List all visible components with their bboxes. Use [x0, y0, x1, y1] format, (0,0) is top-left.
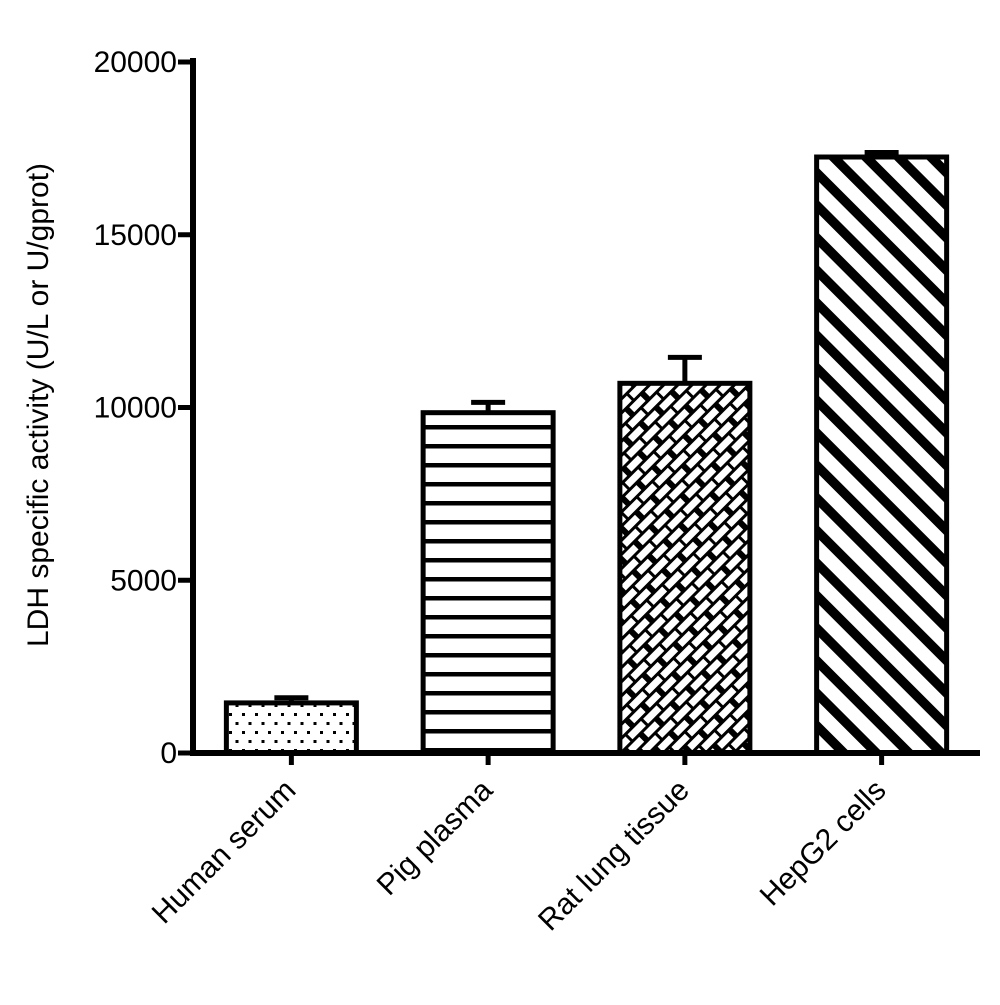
x-category-label-human-serum: Human serum: [146, 774, 303, 931]
bar-pig-plasma: [420, 410, 556, 756]
y-ticks-group: 0 5000 10000 15000 20000: [94, 46, 191, 770]
bar-rat-lung-tissue: [617, 380, 753, 756]
y-tick-label-20000: 20000: [94, 46, 177, 79]
bar-hepg2-cells: [814, 154, 950, 756]
bar-human-serum: [223, 700, 359, 756]
y-axis-title: LDH specific activity (U/L or U/gprot): [22, 163, 55, 647]
y-tick-label-5000: 5000: [110, 564, 177, 597]
x-category-label-rat-lung-tissue: Rat lung tissue: [532, 774, 696, 938]
axes-group: [190, 58, 980, 756]
x-category-labels-group: Human serum Pig plasma Rat lung tissue HepG…: [146, 773, 893, 937]
bars-group: [223, 154, 950, 756]
y-tick-label-10000: 10000: [94, 392, 177, 425]
x-ticks-group: [288, 756, 885, 765]
y-tick-label-15000: 15000: [94, 219, 177, 252]
x-category-label-hepg2-cells: HepG2 cells: [754, 774, 893, 913]
y-tick-label-0: 0: [160, 737, 177, 770]
x-category-label-pig-plasma: Pig plasma: [371, 773, 499, 901]
error-bars-group: [274, 150, 899, 703]
